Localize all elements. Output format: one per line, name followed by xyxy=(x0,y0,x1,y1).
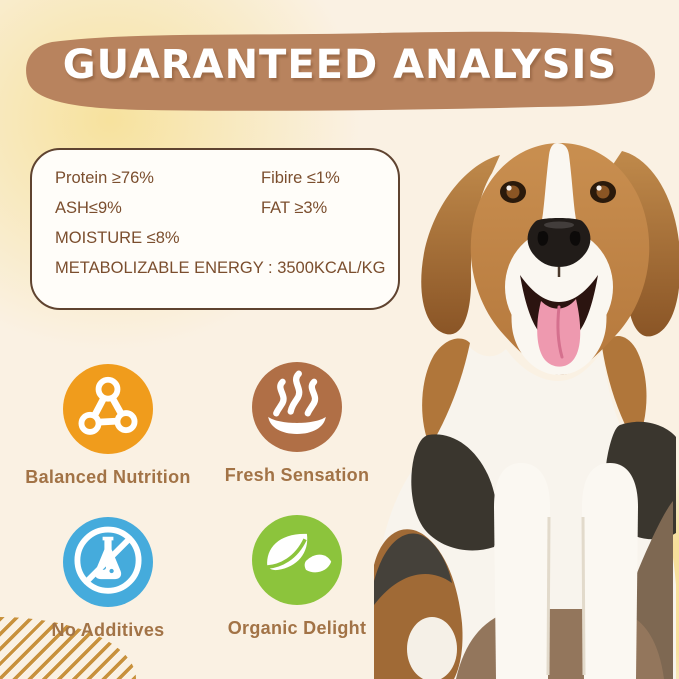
feature-fresh-sensation: Fresh Sensation xyxy=(197,362,397,486)
feature-label: Balanced Nutrition xyxy=(25,467,191,487)
beagle-dog-image xyxy=(374,143,679,679)
analysis-row: METABOLIZABLE ENERGY : 3500KCAL/KG xyxy=(55,253,398,283)
analysis-fibre: Fibire ≤1% xyxy=(261,169,340,187)
no-additives-flask-icon xyxy=(63,517,153,607)
leaf-icon xyxy=(252,515,342,605)
page-title: GUARANTEED ANALYSIS xyxy=(62,42,618,88)
feature-label: Fresh Sensation xyxy=(224,465,370,485)
feature-balanced-nutrition: Balanced Nutrition xyxy=(8,364,208,488)
steam-bowl-icon xyxy=(252,362,342,452)
feature-label: Organic Delight xyxy=(227,618,367,638)
molecule-icon xyxy=(63,364,153,454)
analysis-moisture: MOISTURE ≤8% xyxy=(55,229,180,247)
analysis-row: MOISTURE ≤8% xyxy=(55,223,398,253)
analysis-row: ASH≤9% FAT ≥3% xyxy=(55,193,398,223)
analysis-protein: Protein ≥76% xyxy=(55,169,154,187)
feature-organic-delight: Organic Delight xyxy=(197,515,397,639)
analysis-fat: FAT ≥3% xyxy=(261,199,328,217)
feature-no-additives: No Additives xyxy=(8,517,208,641)
feature-label: No Additives xyxy=(51,620,165,640)
analysis-panel: Protein ≥76% Fibire ≤1% ASH≤9% FAT ≥3% MOI… xyxy=(30,148,400,310)
analysis-row: Protein ≥76% Fibire ≤1% xyxy=(55,163,398,193)
analysis-energy: METABOLIZABLE ENERGY : 3500KCAL/KG xyxy=(55,259,386,277)
analysis-ash: ASH≤9% xyxy=(55,199,122,217)
